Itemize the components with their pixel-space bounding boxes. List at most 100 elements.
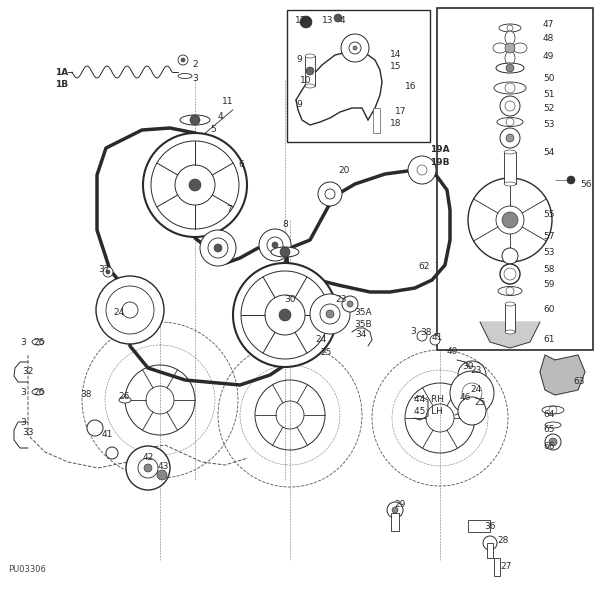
Circle shape — [151, 141, 239, 229]
Circle shape — [506, 134, 514, 142]
Circle shape — [342, 296, 358, 312]
Text: 50: 50 — [543, 74, 554, 83]
Text: 24: 24 — [470, 385, 481, 394]
Circle shape — [318, 182, 342, 206]
Bar — [505, 304, 515, 332]
Ellipse shape — [494, 82, 526, 94]
Bar — [507, 265, 513, 283]
Polygon shape — [540, 355, 585, 395]
Text: 3: 3 — [20, 338, 26, 347]
Circle shape — [353, 46, 357, 50]
Circle shape — [144, 464, 152, 472]
Circle shape — [96, 276, 164, 344]
Text: 51: 51 — [543, 90, 554, 99]
Circle shape — [500, 264, 520, 284]
Circle shape — [233, 263, 337, 367]
Ellipse shape — [32, 339, 44, 345]
Text: 19A: 19A — [430, 145, 449, 154]
Text: 52: 52 — [543, 104, 554, 113]
Circle shape — [341, 34, 369, 62]
Bar — [373, 108, 380, 133]
Bar — [468, 520, 490, 532]
Circle shape — [190, 115, 200, 125]
Text: 58: 58 — [543, 265, 554, 274]
Text: 39: 39 — [462, 362, 473, 371]
Text: 24: 24 — [315, 335, 326, 344]
Ellipse shape — [542, 406, 564, 414]
Text: 9: 9 — [296, 100, 302, 109]
Text: 61: 61 — [543, 335, 554, 344]
Ellipse shape — [498, 286, 522, 295]
Text: 15: 15 — [390, 62, 401, 71]
Circle shape — [265, 295, 305, 335]
Text: 49: 49 — [543, 52, 554, 61]
Text: 8: 8 — [282, 220, 288, 229]
Text: 60: 60 — [543, 305, 554, 314]
Ellipse shape — [545, 422, 561, 428]
Text: 2: 2 — [192, 60, 197, 69]
Text: 44: RH: 44: RH — [414, 395, 444, 404]
Ellipse shape — [497, 118, 523, 127]
Text: 19B: 19B — [430, 158, 449, 167]
Circle shape — [450, 371, 494, 415]
Text: 16: 16 — [405, 82, 416, 91]
Circle shape — [507, 25, 513, 31]
Bar — [391, 513, 399, 531]
Polygon shape — [480, 322, 540, 348]
Bar — [287, 10, 430, 142]
Text: 26: 26 — [118, 392, 130, 401]
Text: 5: 5 — [210, 125, 216, 134]
Text: 1B: 1B — [55, 80, 68, 89]
Circle shape — [505, 43, 515, 53]
Text: 63: 63 — [573, 377, 584, 386]
Circle shape — [387, 502, 403, 518]
Ellipse shape — [505, 302, 515, 306]
Text: 46: 46 — [460, 393, 472, 402]
Circle shape — [106, 270, 110, 274]
Text: 45: LH: 45: LH — [414, 407, 443, 416]
Ellipse shape — [513, 43, 527, 53]
Text: 9: 9 — [296, 55, 302, 64]
Circle shape — [208, 238, 228, 258]
Bar — [487, 543, 493, 558]
Text: 13: 13 — [322, 16, 334, 25]
Text: 53: 53 — [543, 120, 554, 129]
Text: 26: 26 — [33, 388, 44, 397]
Text: 4: 4 — [218, 112, 224, 121]
Text: 24: 24 — [113, 308, 124, 317]
Ellipse shape — [305, 54, 315, 58]
Ellipse shape — [505, 31, 515, 45]
Circle shape — [462, 383, 482, 403]
Circle shape — [300, 16, 312, 28]
Text: 11: 11 — [222, 97, 233, 106]
Circle shape — [483, 536, 497, 550]
Ellipse shape — [178, 73, 192, 79]
Ellipse shape — [271, 247, 299, 257]
Circle shape — [500, 128, 520, 148]
Ellipse shape — [119, 397, 131, 403]
Text: 48: 48 — [543, 34, 554, 43]
Circle shape — [87, 420, 103, 436]
Text: 23: 23 — [470, 366, 481, 375]
Text: 47: 47 — [543, 20, 554, 29]
Circle shape — [157, 470, 167, 480]
Text: 34: 34 — [355, 330, 367, 339]
Circle shape — [502, 248, 518, 264]
Circle shape — [310, 294, 350, 334]
Text: 3: 3 — [20, 418, 26, 427]
Circle shape — [408, 156, 436, 184]
Text: 56: 56 — [580, 180, 592, 189]
Text: 1A: 1A — [55, 68, 68, 77]
Text: 37: 37 — [98, 265, 110, 274]
Text: 41: 41 — [102, 430, 113, 439]
Text: 3: 3 — [192, 74, 198, 83]
Text: 66: 66 — [543, 442, 554, 451]
Bar — [305, 56, 315, 86]
Circle shape — [122, 302, 138, 318]
Text: 62: 62 — [418, 262, 430, 271]
Circle shape — [458, 361, 486, 389]
Circle shape — [259, 229, 291, 261]
Text: 28: 28 — [497, 536, 508, 545]
Circle shape — [417, 165, 427, 175]
Text: 55: 55 — [543, 210, 554, 219]
